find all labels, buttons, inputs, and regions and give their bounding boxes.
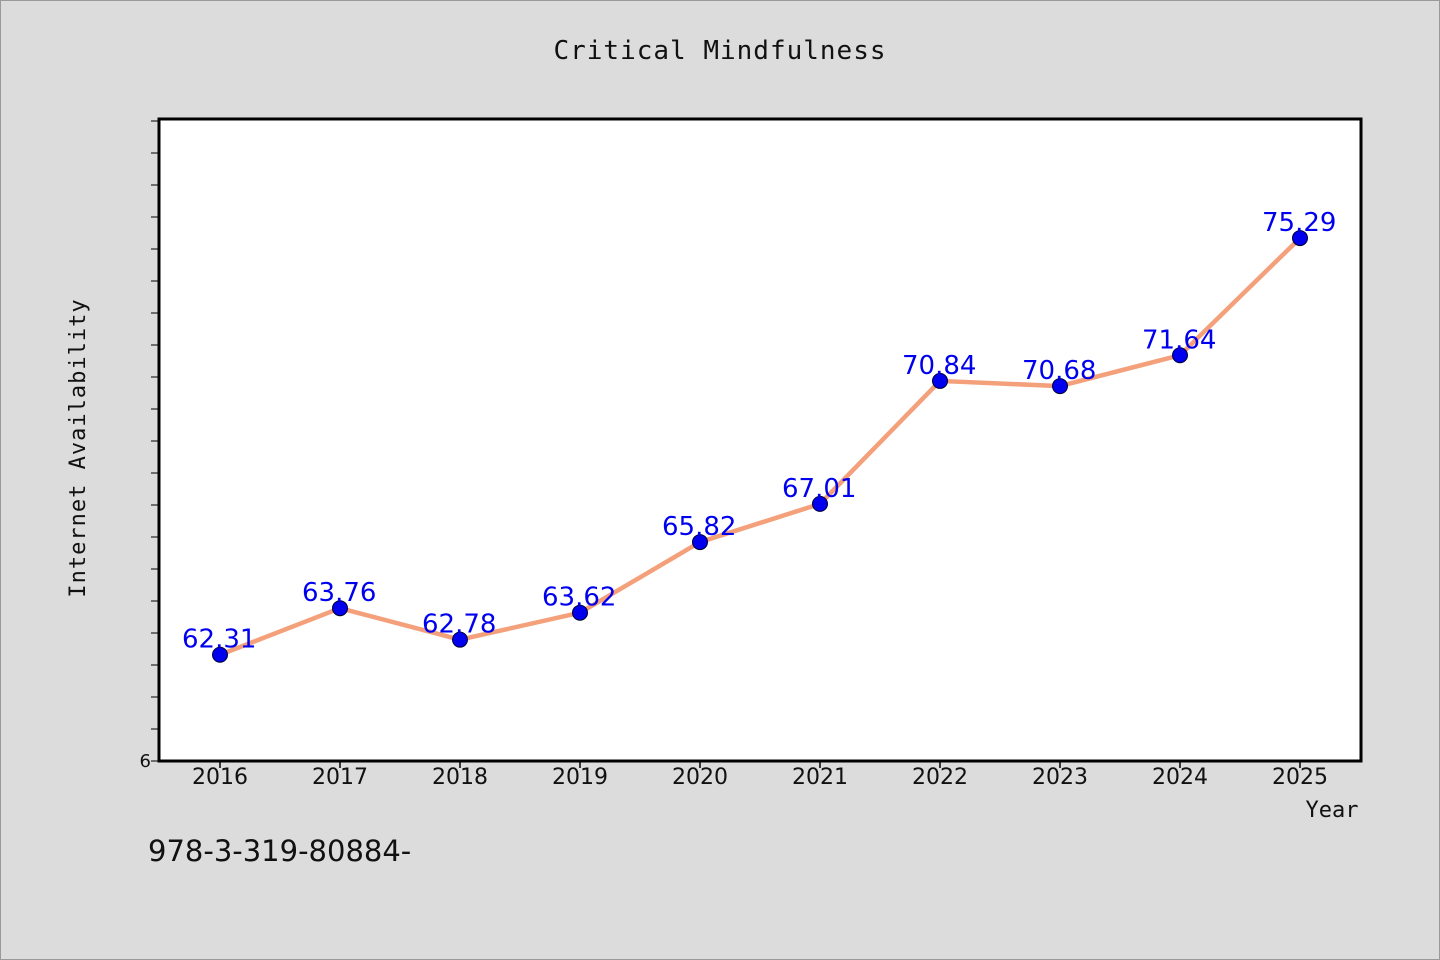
x-tick-label: 2016 [192, 765, 248, 790]
data-label: 70.84 [902, 351, 976, 381]
data-point [212, 646, 228, 663]
data-label: 63.62 [542, 583, 616, 613]
data-point [932, 372, 948, 389]
data-point [452, 631, 468, 648]
data-point [332, 600, 348, 617]
chart-title: Critical Mindfulness [553, 36, 887, 66]
data-point [1172, 347, 1188, 364]
data-label: 70.68 [1022, 356, 1096, 386]
isbn-text: 978-3-319-80884- [148, 834, 412, 868]
series-line [217, 235, 1303, 657]
data-label: 65.82 [662, 512, 736, 542]
x-tick-label: 2020 [672, 765, 728, 790]
data-point [1292, 230, 1308, 247]
plot-area [157, 117, 1363, 763]
x-tick-label: 2021 [792, 765, 848, 790]
data-label: 71.64 [1142, 325, 1216, 355]
data-point [572, 604, 588, 621]
data-point [1052, 378, 1068, 395]
data-point [812, 495, 828, 512]
x-tick-label: 2018 [432, 765, 488, 790]
data-label: 75.29 [1262, 208, 1336, 238]
data-label: 62.78 [422, 610, 496, 640]
data-label: 63.76 [302, 578, 376, 608]
x-axis-label: Year [1306, 798, 1359, 823]
x-tick-label: 2022 [912, 765, 968, 790]
y-axis-ticks: 6 [140, 120, 159, 772]
x-axis-ticks: 2016 2017 2018 2019 2020 2021 2022 2023 2024 2025 [192, 761, 1328, 790]
data-point [692, 534, 708, 551]
x-tick-label: 2019 [552, 765, 608, 790]
x-tick-label: 2017 [312, 765, 368, 790]
data-label: 62.31 [182, 625, 256, 655]
series-group [212, 230, 1308, 663]
y-axis-label: Internet Availability [66, 298, 91, 597]
data-labels-group: 62.31 63.76 62.78 63.62 65.82 67.01 70.84 70.68… [182, 208, 1336, 655]
x-tick-label: 2024 [1152, 765, 1208, 790]
y-tick-label: 6 [140, 751, 151, 772]
x-tick-label: 2023 [1032, 765, 1088, 790]
x-tick-label: 2025 [1272, 765, 1328, 790]
data-label: 67.01 [782, 474, 856, 504]
